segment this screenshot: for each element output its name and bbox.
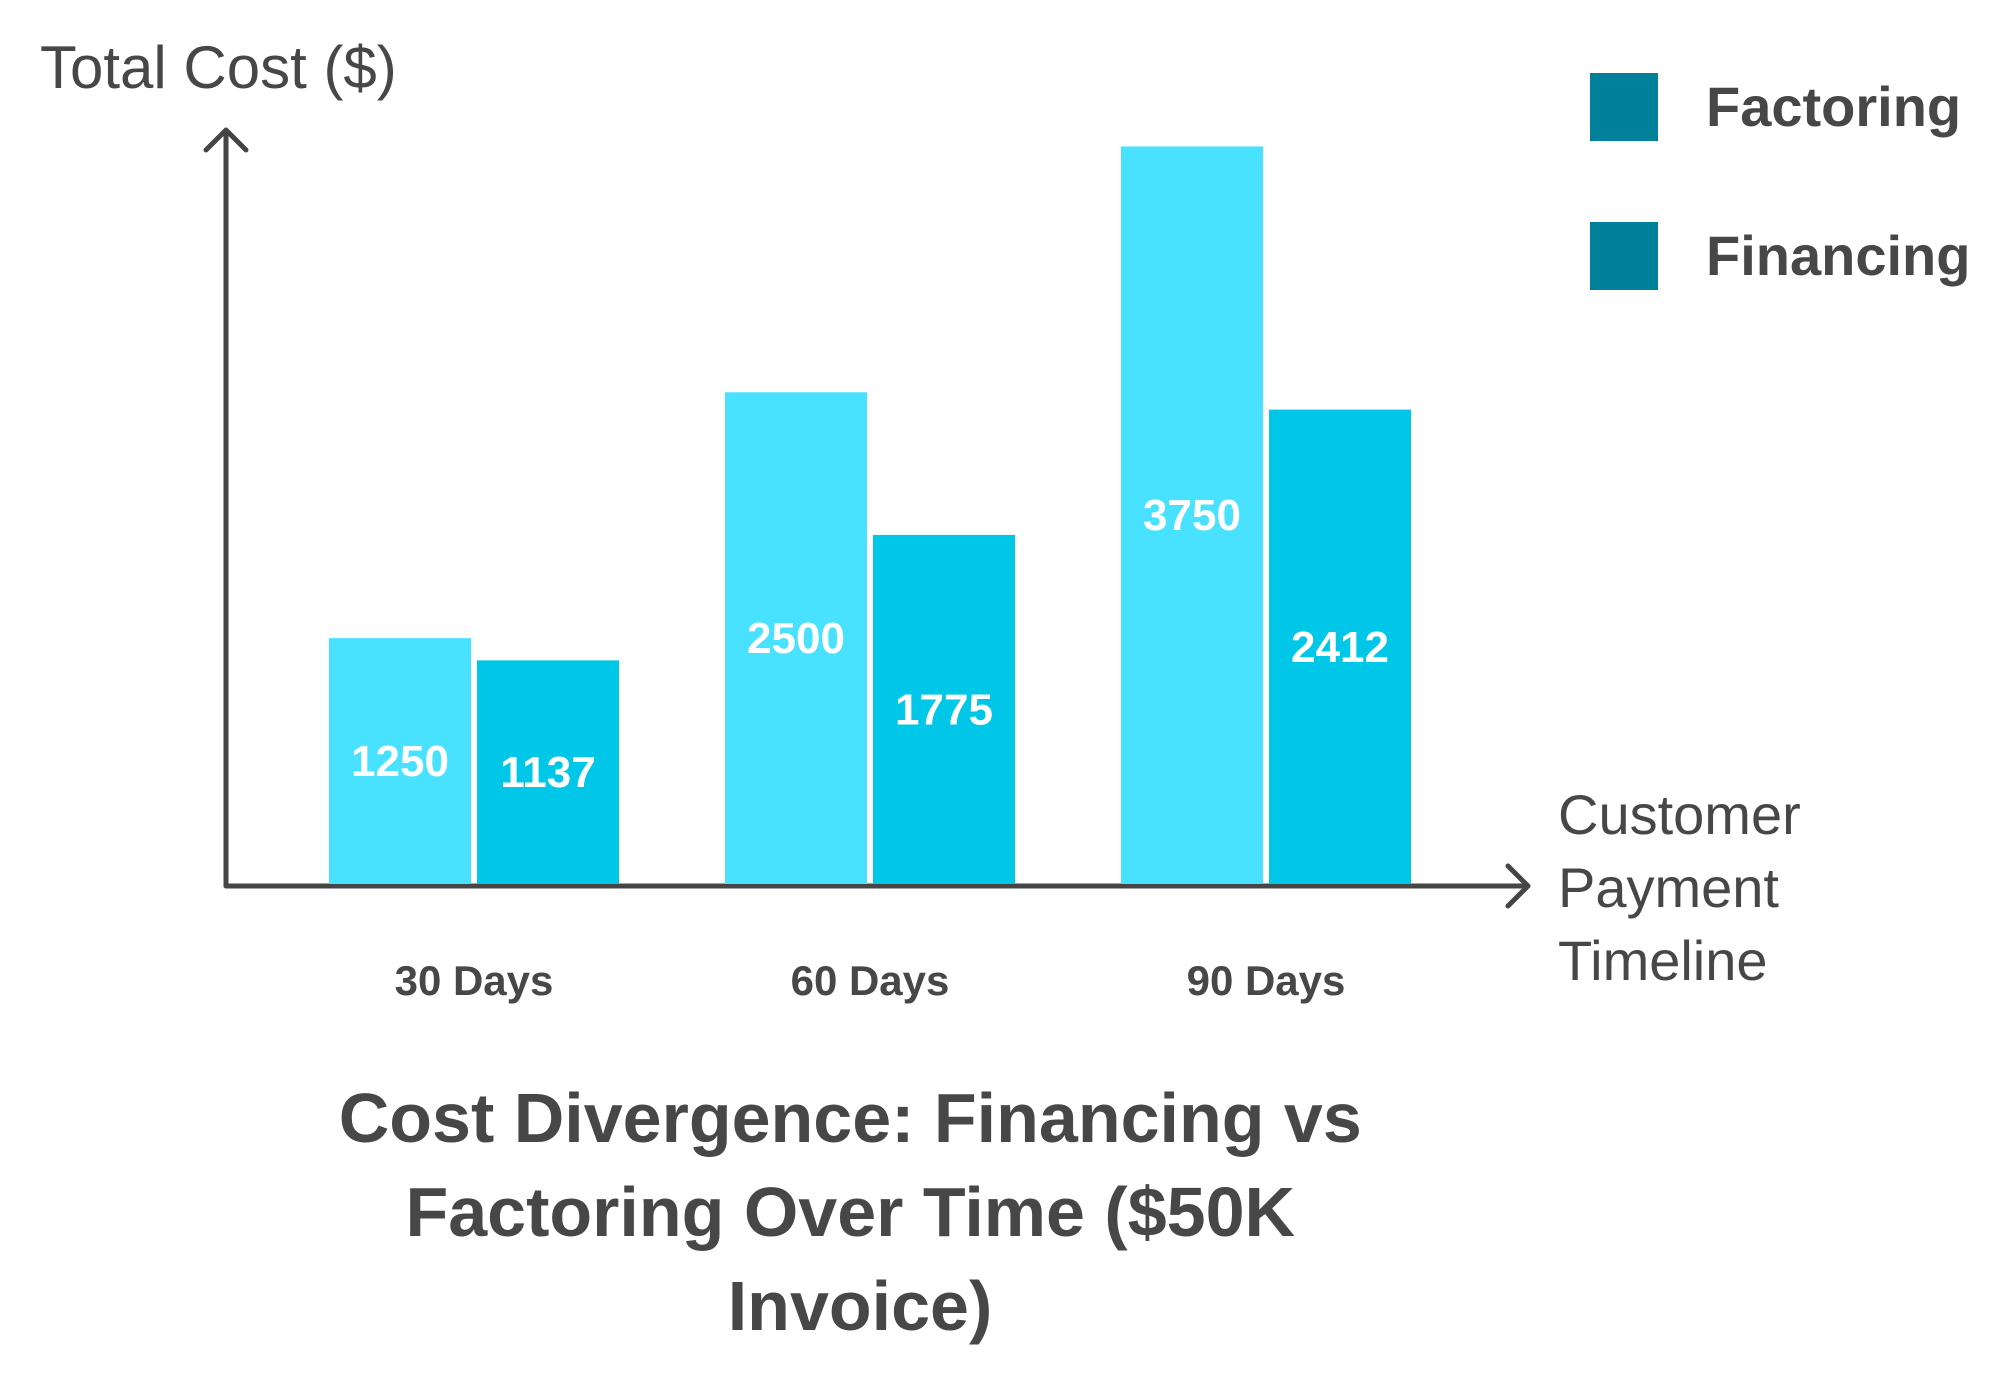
category-label-60-days: 60 Days <box>791 957 950 1004</box>
value-label-factoring-60-days: 2500 <box>747 614 845 663</box>
y-axis-title: Total Cost ($) <box>40 34 397 101</box>
legend-swatch-factoring <box>1590 73 1658 141</box>
chart-title-line-3: Invoice) <box>728 1267 993 1345</box>
chart-title: Cost Divergence: Financing vs Factoring … <box>339 1079 1382 1345</box>
bar-financing-60-days <box>873 534 1015 884</box>
value-labels-layer: 1250 1137 2500 1775 3750 2412 <box>351 491 1389 797</box>
bar-factoring-30-days <box>329 638 471 884</box>
category-label-90-days: 90 Days <box>1187 957 1346 1004</box>
chart-title-line-1: Cost Divergence: Financing vs <box>339 1079 1362 1157</box>
value-label-financing-60-days: 1775 <box>895 685 993 734</box>
legend-label-factoring: Factoring <box>1706 75 1961 138</box>
chart-title-line-2: Factoring Over Time ($50K <box>405 1173 1295 1251</box>
x-axis-title-line-1: Customer <box>1558 783 1801 846</box>
legend: Factoring Financing <box>1590 73 1970 290</box>
x-axis-title-line-2: Payment <box>1558 856 1779 919</box>
bar-financing-30-days <box>477 660 619 884</box>
legend-swatch-financing <box>1590 222 1658 290</box>
bar-factoring-60-days <box>725 392 867 884</box>
bar-financing-90-days <box>1269 409 1411 884</box>
value-label-financing-90-days: 2412 <box>1291 623 1389 672</box>
value-label-factoring-90-days: 3750 <box>1143 491 1241 540</box>
value-label-financing-30-days: 1137 <box>500 748 595 797</box>
bar-factoring-90-days <box>1121 146 1263 884</box>
y-axis-arrowhead <box>203 127 249 153</box>
bars-layer <box>329 146 1411 884</box>
category-label-30-days: 30 Days <box>395 957 554 1004</box>
category-labels-layer: 30 Days 60 Days 90 Days <box>395 957 1346 1004</box>
legend-label-financing: Financing <box>1706 224 1970 287</box>
x-axis-title-line-3: Timeline <box>1558 929 1768 992</box>
value-label-factoring-30-days: 1250 <box>351 737 449 786</box>
x-axis-arrowhead <box>1505 863 1531 909</box>
x-axis-title: Customer Payment Timeline <box>1558 783 1816 992</box>
